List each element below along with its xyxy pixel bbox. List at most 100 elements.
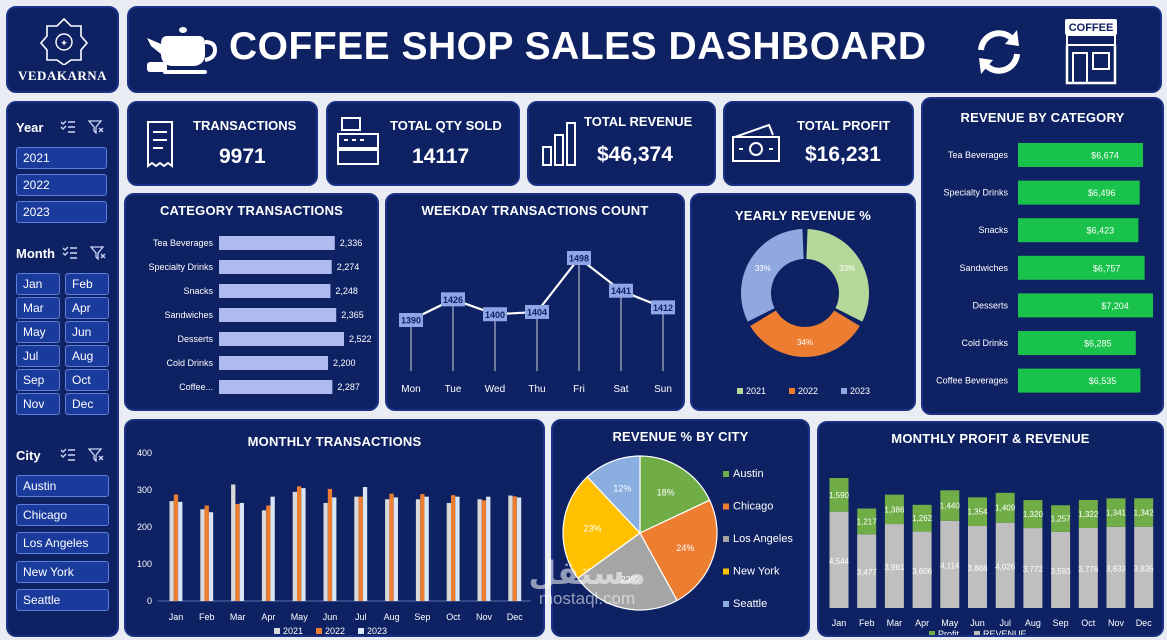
- monthly-transactions-card: MONTHLY TRANSACTIONS 0 100 200 300 400 Jan Feb…: [124, 419, 545, 637]
- category-bar: [219, 236, 335, 250]
- data-label: 3,477: [857, 568, 878, 577]
- data-label: 34%: [797, 338, 813, 347]
- month-option-may[interactable]: May: [16, 321, 60, 343]
- city-option-austin[interactable]: Austin: [16, 475, 109, 497]
- data-label: 1,354: [967, 508, 988, 517]
- y-tick-label: 300: [137, 485, 152, 495]
- revenue-bar: [940, 520, 960, 608]
- month-bar: [424, 496, 429, 601]
- month-option-feb[interactable]: Feb: [65, 273, 109, 295]
- x-tick-label: Sep: [1053, 618, 1069, 628]
- month-bar: [292, 491, 297, 601]
- pie-slice: [639, 455, 711, 534]
- x-tick-label: Dec: [507, 612, 524, 622]
- multi-select-icon[interactable]: [62, 246, 78, 260]
- legend-swatch: [358, 628, 364, 634]
- kpi-qty-sold: TOTAL QTY SOLD 14117: [326, 101, 520, 186]
- data-label: 23%: [621, 575, 639, 585]
- x-tick-label: Mar: [887, 618, 903, 628]
- x-tick-label: Oct: [1081, 618, 1096, 628]
- multi-select-icon[interactable]: [60, 120, 76, 134]
- x-tick-label: May: [291, 612, 309, 622]
- data-label: $6,423: [1087, 226, 1115, 236]
- filter-panel: Year 2021 2022 2023 Month Jan Feb Mar Apr May J…: [6, 101, 119, 637]
- x-tick-label: Mon: [401, 384, 420, 395]
- category-label: Sandwiches: [164, 310, 213, 320]
- month-option-sep[interactable]: Sep: [16, 369, 60, 391]
- month-option-jun[interactable]: Jun: [65, 321, 109, 343]
- money-icon: [732, 123, 780, 162]
- multi-select-icon[interactable]: [60, 448, 76, 462]
- month-option-dec[interactable]: Dec: [65, 393, 109, 415]
- month-bar: [239, 502, 244, 601]
- legend-label: 2021: [746, 386, 766, 396]
- category-bar: [219, 356, 329, 370]
- x-tick-label: Jun: [970, 618, 985, 628]
- month-option-aug[interactable]: Aug: [65, 345, 109, 367]
- x-tick-label: May: [941, 618, 959, 628]
- month-option-jan[interactable]: Jan: [16, 273, 60, 295]
- profit-bar: [1106, 498, 1126, 527]
- y-tick-label: 100: [137, 559, 152, 569]
- watermark-latin: mostaql.com: [538, 589, 636, 608]
- month-bar: [301, 488, 306, 601]
- month-bar: [512, 496, 517, 601]
- month-option-oct[interactable]: Oct: [65, 369, 109, 391]
- profit-bar: [1051, 505, 1071, 532]
- month-option-mar[interactable]: Mar: [16, 297, 60, 319]
- month-option-jul[interactable]: Jul: [16, 345, 60, 367]
- month-bar: [393, 497, 398, 601]
- revenue-bar: [829, 511, 849, 608]
- month-bar: [323, 502, 328, 601]
- month-bar: [455, 496, 460, 601]
- legend-label: 2023: [850, 386, 870, 396]
- kpi-label: TOTAL REVENUE: [584, 114, 693, 129]
- pie-slice: [576, 532, 678, 611]
- data-label: $6,674: [1091, 151, 1119, 161]
- year-option-2022[interactable]: 2022: [16, 174, 107, 196]
- legend-swatch: [723, 503, 729, 510]
- kpi-value: $46,374: [597, 143, 673, 166]
- month-option-apr[interactable]: Apr: [65, 297, 109, 319]
- refresh-icon[interactable]: [973, 26, 1025, 78]
- month-bar: [354, 496, 359, 601]
- profit-bar: [1023, 500, 1043, 529]
- city-option-seattle[interactable]: Seattle: [16, 589, 109, 611]
- x-tick-label: Nov: [476, 612, 493, 622]
- data-label: 1,320: [1023, 510, 1044, 519]
- profit-bar: [857, 508, 877, 535]
- month-bar: [481, 500, 487, 601]
- clear-filter-icon[interactable]: [88, 120, 104, 134]
- kpi-transactions: TRANSACTIONS 9971: [127, 101, 318, 186]
- x-tick-label: Thu: [528, 384, 545, 395]
- month-option-nov[interactable]: Nov: [16, 393, 60, 415]
- clear-filter-icon[interactable]: [88, 448, 104, 462]
- x-tick-label: Wed: [485, 384, 505, 395]
- data-label: 1,262: [912, 514, 933, 523]
- month-bar: [235, 504, 240, 601]
- yearly-revenue-chart: 33% 34% 33% 2021 2022 2023: [737, 229, 870, 396]
- weekday-transactions-chart: 1390 Mon 1426 Tue 1400 Wed 1404 Thu 1498 Fri 1441 S…: [399, 251, 675, 395]
- city-option-los-angeles[interactable]: Los Angeles: [16, 532, 109, 554]
- pie-slice: [562, 476, 641, 580]
- category-label: Cold Drinks: [961, 338, 1008, 348]
- legend-swatch: [723, 568, 729, 575]
- city-option-new-york[interactable]: New York: [16, 560, 109, 583]
- x-tick-label: Aug: [1025, 618, 1041, 628]
- clear-filter-icon[interactable]: [90, 246, 106, 260]
- city-option-chicago[interactable]: Chicago: [16, 503, 109, 526]
- data-label: 2,522: [349, 334, 372, 344]
- year-option-2023[interactable]: 2023: [16, 201, 107, 223]
- data-label: 1498: [569, 254, 589, 264]
- watermark-arabic: مستقل: [528, 554, 646, 592]
- monthly-profit-revenue-card: MONTHLY PROFIT & REVENUE 4,544 1,590 Jan 3,…: [817, 421, 1164, 637]
- x-tick-label: Aug: [384, 612, 400, 622]
- month-bar: [261, 510, 267, 601]
- shop-sign-text: COFFEE: [1069, 22, 1114, 34]
- data-label: 4,114: [940, 561, 960, 570]
- category-bar: [219, 332, 344, 346]
- year-option-2021[interactable]: 2021: [16, 147, 107, 169]
- revenue-bar: [995, 522, 1015, 608]
- month-bar: [486, 496, 491, 601]
- x-tick-label: Jun: [323, 612, 338, 622]
